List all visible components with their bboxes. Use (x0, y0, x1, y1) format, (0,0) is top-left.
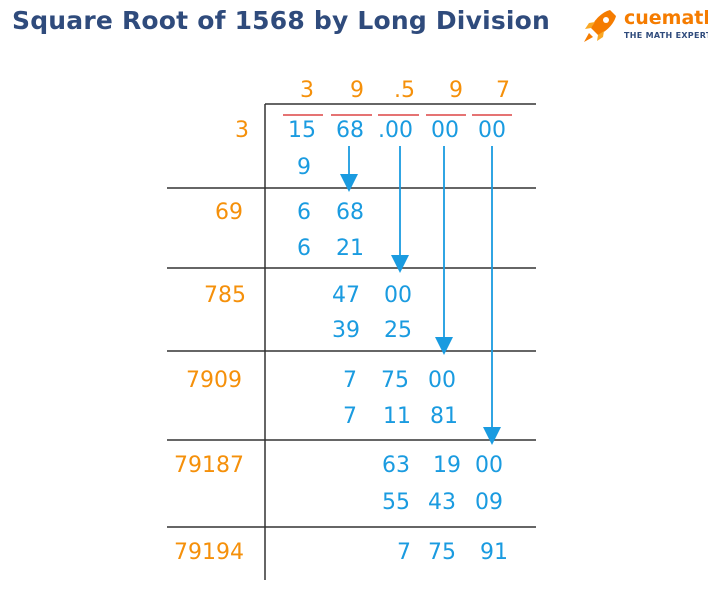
subtrahend-value: 09 (475, 490, 503, 515)
remainder-value: 19 (433, 453, 461, 478)
remainder-value: 6 (297, 200, 311, 225)
page-title: Square Root of 1568 by Long Division (12, 6, 551, 35)
final-remainder-value: 91 (480, 540, 508, 565)
remainder-value: 00 (384, 283, 412, 308)
remainder-value: 63 (382, 453, 410, 478)
subtrahend-value: 55 (382, 490, 410, 515)
cuemath-logo: cuemath THE MATH EXPERT (580, 4, 708, 48)
divisor: 3 (235, 118, 249, 143)
remainder-value: 00 (428, 368, 456, 393)
divisor: 79187 (174, 453, 244, 478)
dividend-pair: 00 (431, 118, 459, 143)
subtrahend-value: 6 (297, 236, 311, 261)
remainder-value: 00 (475, 453, 503, 478)
divisor: 79194 (174, 540, 244, 565)
remainder-value: 47 (332, 283, 360, 308)
remainder-value: 75 (381, 368, 409, 393)
quotient-digit: 9 (350, 78, 364, 103)
divisor: 7909 (186, 368, 242, 393)
final-remainder-value: 75 (428, 540, 456, 565)
brand-name: cuemath (624, 7, 708, 29)
quotient-digit: 3 (300, 78, 314, 103)
dividend-pair: 68 (336, 118, 364, 143)
dividend-pair: 00 (478, 118, 506, 143)
subtrahend-value: 7 (343, 404, 357, 429)
remainder-value: 7 (343, 368, 357, 393)
dividend-pair: .00 (378, 118, 413, 143)
subtrahend-value: 25 (384, 318, 412, 343)
rocket-icon (584, 10, 616, 42)
quotient-digit: 9 (449, 78, 463, 103)
remainder-value: 68 (336, 200, 364, 225)
subtrahend-value: 43 (428, 490, 456, 515)
brand-tagline: THE MATH EXPERT (624, 31, 708, 40)
subtrahend-value: 11 (383, 404, 411, 429)
divisor: 69 (215, 200, 243, 225)
subtrahend-value: 9 (297, 155, 311, 180)
dividend-pair: 15 (288, 118, 316, 143)
subtrahend-value: 21 (336, 236, 364, 261)
quotient-digit: 7 (496, 78, 510, 103)
subtrahend-value: 39 (332, 318, 360, 343)
final-remainder-value: 7 (397, 540, 411, 565)
subtrahend-value: 81 (430, 404, 458, 429)
divisor: 785 (204, 283, 246, 308)
quotient-digit: .5 (394, 78, 415, 103)
